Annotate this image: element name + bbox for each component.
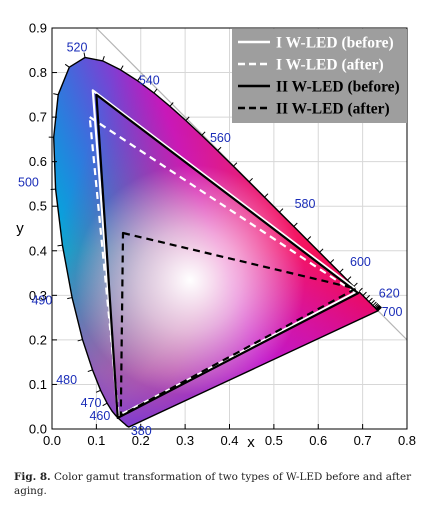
locus-tick [217, 146, 222, 152]
wavelength-label: 380 [131, 424, 152, 438]
x-tick-label: 0.2 [132, 433, 150, 448]
wavelength-label: 480 [56, 373, 77, 387]
locus-tick [137, 76, 141, 82]
y-tick-label: 0.3 [29, 288, 47, 303]
locus-tick [374, 304, 380, 309]
locus-tick [319, 248, 324, 253]
x-tick-label: 0.0 [43, 433, 61, 448]
legend-label-2: I W-LED (after) [276, 57, 384, 74]
x-tick-label: 0.8 [398, 433, 416, 448]
wavelength-label: 520 [67, 41, 88, 55]
locus-tick [53, 93, 59, 96]
locus-tick [365, 295, 371, 300]
locus-tick [153, 88, 158, 94]
locus-tick [64, 63, 70, 68]
locus-tick [329, 259, 335, 264]
spectral-locus-outline [48, 52, 382, 428]
locus-tick [347, 276, 352, 281]
wavelength-label: 470 [81, 396, 102, 410]
y-tick-label: 0.2 [29, 332, 47, 347]
locus-tick [353, 282, 358, 287]
x-tick-label: 0.3 [176, 433, 194, 448]
x-axis-label: x [247, 434, 255, 451]
y-tick-label: 0.6 [29, 154, 47, 169]
locus-tick [362, 291, 367, 296]
locus-tick [375, 304, 380, 310]
wavelength-label: 700 [382, 305, 403, 319]
caption-text: Color gamut transformation of two types … [14, 471, 412, 497]
legend: I W-LED (before) I W-LED (after) II W-LED … [232, 29, 407, 123]
locus-tick [358, 287, 363, 292]
y-tick-label: 0.5 [29, 199, 47, 214]
locus-tick [102, 55, 105, 62]
wavelength-label: 490 [31, 293, 52, 307]
series-line-2 [88, 116, 358, 417]
legend-label-1: I W-LED (before) [276, 35, 394, 52]
locus-tick [233, 162, 238, 167]
caption-label: Fig. 8. [14, 471, 51, 483]
x-tick-label: 0.1 [87, 433, 105, 448]
locus-tick [372, 301, 377, 306]
wavelength-label: 540 [139, 73, 160, 87]
locus-tick [377, 306, 382, 312]
wavelength-label: 460 [89, 409, 110, 423]
y-tick-label: 0.0 [29, 422, 47, 437]
series-line-4 [119, 231, 358, 417]
x-tick-label: 0.6 [309, 433, 327, 448]
legend-label-3: II W-LED (before) [276, 79, 400, 96]
locus-tick [306, 236, 312, 241]
locus-tick [373, 303, 379, 308]
locus-tick [67, 297, 73, 300]
wavelength-label: 580 [295, 197, 316, 211]
series-group [88, 89, 360, 419]
x-tick-label: 0.5 [265, 433, 283, 448]
locus-tick [95, 389, 101, 393]
wavelength-label: 500 [18, 176, 39, 190]
locus-tick [264, 193, 269, 198]
locus-tick [248, 177, 253, 183]
locus-tick [77, 339, 83, 342]
y-tick-label: 0.7 [29, 110, 47, 125]
wavelength-label: 560 [210, 131, 231, 145]
y-tick-label: 0.9 [29, 21, 47, 36]
locus-tick [279, 208, 284, 213]
y-axis-label: y [16, 220, 24, 237]
locus-tick [83, 52, 86, 58]
series-line-1 [91, 89, 360, 418]
locus-tick [120, 65, 124, 71]
y-tick-label: 0.1 [29, 377, 47, 392]
series-line-3 [95, 93, 360, 419]
locus-tick [339, 268, 344, 273]
locus-tick [57, 244, 63, 247]
cie-chromaticity-chart: 0.0 0.1 0.2 0.3 0.4 0.5 0.6 0.7 0.8 0.0 0.1 0.2 0.3 0… [16, 21, 416, 452]
locus-tick [293, 222, 298, 227]
axes: 0.0 0.1 0.2 0.3 0.4 0.5 0.6 0.7 0.8 0.0 0.1 0.2 0.3 0… [16, 21, 416, 452]
figure-caption: Fig. 8. Color gamut transformation of tw… [14, 470, 419, 498]
locus-tick [185, 116, 190, 121]
wavelength-label: 600 [350, 255, 371, 269]
locus-tick [102, 402, 108, 407]
x-tick-label: 0.4 [220, 433, 238, 448]
y-tick-label: 0.8 [29, 65, 47, 80]
locus-tick [368, 297, 373, 302]
wavelength-label: 620 [379, 287, 400, 301]
locus-tick [201, 131, 206, 136]
x-tick-label: 0.7 [354, 433, 372, 448]
legend-label-4: II W-LED (after) [276, 101, 390, 118]
locus-tick [370, 299, 375, 305]
locus-tick [376, 305, 381, 310]
locus-tick [169, 102, 174, 107]
y-tick-label: 0.4 [29, 243, 47, 258]
locus-tick [87, 369, 93, 373]
